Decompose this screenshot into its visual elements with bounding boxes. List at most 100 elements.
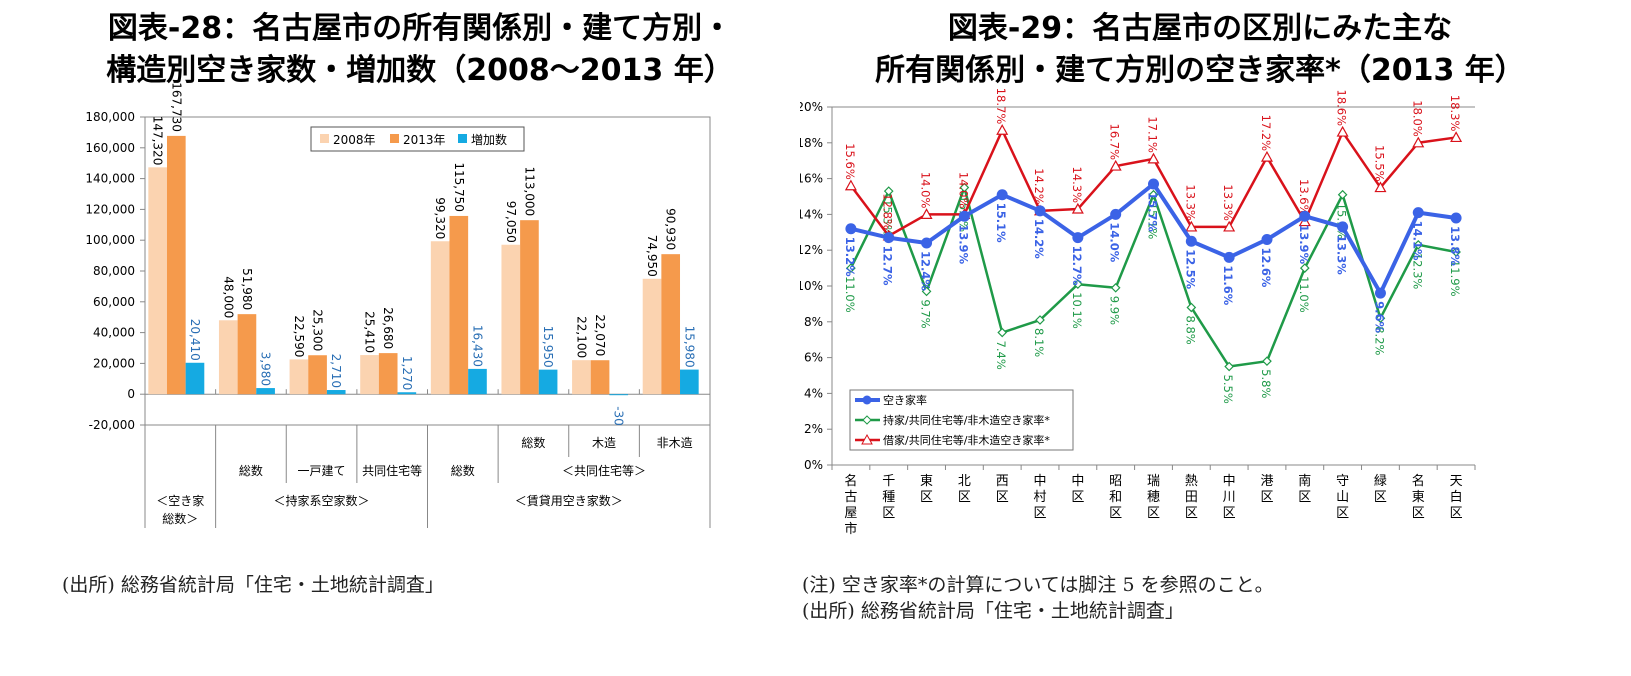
bar-2008年 bbox=[289, 359, 309, 395]
data-point bbox=[1413, 239, 1424, 250]
data-label: 9.7% bbox=[919, 299, 933, 328]
data-label: 9.6% bbox=[1372, 301, 1386, 333]
bar-増加数 bbox=[326, 390, 346, 395]
x-tick-label-char: 区 bbox=[996, 490, 1009, 505]
y-tick-label: 60,000 bbox=[93, 295, 135, 309]
data-point bbox=[1299, 263, 1310, 273]
data-label: 13.6% bbox=[1297, 179, 1311, 216]
legend-label: 持家/共同住宅等/非木造空き家率* bbox=[883, 413, 1050, 427]
figure29-note: (注) 空き家率*の計算については脚注 5 を参照のこと。 bbox=[802, 574, 1274, 596]
y-tick-label: 0 bbox=[127, 387, 135, 401]
data-label: 5.8% bbox=[1259, 369, 1273, 398]
y-tick-label: 6% bbox=[804, 351, 823, 365]
data-label: 167,730 bbox=[169, 82, 183, 132]
bar-増加数 bbox=[397, 392, 417, 395]
x-tick-label-char: 東 bbox=[920, 473, 933, 489]
x-tick-label-char: 和 bbox=[1109, 490, 1122, 505]
data-label: 13.8% bbox=[1448, 226, 1462, 266]
data-label: 7.4% bbox=[994, 341, 1008, 370]
data-label: 13.3% bbox=[1183, 184, 1197, 221]
bar-2013年 bbox=[590, 360, 610, 395]
x-tick-label-char: 区 bbox=[1450, 506, 1463, 521]
data-label: 18.6% bbox=[1335, 90, 1349, 127]
x-tick-label-char: 港 bbox=[1260, 474, 1273, 489]
data-label: 13.3% bbox=[1221, 184, 1235, 221]
x-tick-label-char: 天 bbox=[1450, 474, 1463, 489]
x-tick-label: 西区 bbox=[996, 474, 1009, 505]
data-point bbox=[1336, 125, 1349, 137]
bar-2008年 bbox=[430, 241, 450, 395]
data-label: 97,050 bbox=[504, 201, 518, 243]
data-label: 12.5% bbox=[1183, 249, 1197, 289]
legend-label: 借家/共同住宅等/非木造空き家率* bbox=[883, 433, 1050, 447]
category-label: 共同住宅等 bbox=[362, 463, 422, 478]
category-label: 総数 bbox=[521, 435, 545, 450]
legend-label: 2013年 bbox=[403, 133, 446, 147]
y-tick-label: 2% bbox=[804, 422, 823, 436]
data-point bbox=[1261, 233, 1273, 245]
data-point bbox=[1224, 361, 1234, 372]
y-tick-label: 100,000 bbox=[85, 233, 135, 247]
x-tick-label: 中区 bbox=[1071, 474, 1084, 505]
data-label: 15.5% bbox=[1372, 145, 1386, 182]
y-tick-label: 8% bbox=[804, 315, 823, 329]
data-label: 14.3% bbox=[1070, 166, 1084, 203]
category-label: 総数＞ bbox=[162, 511, 198, 526]
data-point bbox=[1073, 279, 1083, 290]
x-tick-label-char: 熱 bbox=[1185, 474, 1198, 489]
data-point bbox=[883, 186, 894, 196]
legend-label: 増加数 bbox=[471, 132, 507, 147]
data-label: 14.0% bbox=[919, 172, 933, 209]
data-label: 14.1% bbox=[1410, 221, 1424, 261]
y-tick-label: 40,000 bbox=[93, 326, 135, 340]
data-label: 12.6% bbox=[1259, 247, 1273, 287]
x-tick-label-char: 名 bbox=[1412, 473, 1425, 489]
data-label: 15.1% bbox=[994, 203, 1008, 243]
category-label: 一戸建て bbox=[298, 464, 346, 478]
x-tick-label: 天白区 bbox=[1450, 474, 1463, 521]
data-label: 3,980 bbox=[259, 352, 273, 386]
x-tick-label: 緑区 bbox=[1374, 474, 1387, 505]
legend-marker bbox=[862, 415, 872, 425]
x-tick-label: 東区 bbox=[920, 473, 933, 505]
data-point bbox=[1450, 212, 1462, 224]
data-label: 74,950 bbox=[645, 235, 659, 277]
data-label: 12.7% bbox=[881, 246, 895, 286]
legend-label: 2008年 bbox=[333, 133, 376, 147]
bar-2013年 bbox=[308, 355, 327, 395]
figure29-title: 図表-29：名古屋市の区別にみた主な 所有関係別・建て方別の空き家率*（2013… bbox=[800, 8, 1600, 92]
data-point bbox=[1148, 189, 1159, 200]
data-point bbox=[1450, 131, 1463, 143]
y-tick-label: 12% bbox=[800, 243, 823, 257]
bar-2008年 bbox=[360, 355, 379, 395]
data-point bbox=[845, 223, 857, 235]
data-point bbox=[1412, 207, 1424, 219]
bar-2013年 bbox=[237, 314, 257, 395]
y-tick-label: 16% bbox=[800, 172, 823, 186]
figure28-source-note: (出所) 総務省統計局「住宅・土地統計調査」 bbox=[62, 574, 444, 596]
bar-chart-vacant-houses: 180,000 160,000 140,000 120,000 100,000 80,00… bbox=[85, 82, 711, 528]
x-tick-label-char: 瑞 bbox=[1147, 474, 1160, 489]
bar-2013年 bbox=[166, 135, 186, 395]
data-point bbox=[1110, 208, 1122, 220]
x-tick-label-char: 区 bbox=[920, 490, 933, 505]
data-label: 14.0% bbox=[956, 172, 970, 209]
figure29-source-note: (出所) 総務省統計局「住宅・土地統計調査」 bbox=[802, 600, 1184, 622]
data-label: 115,750 bbox=[452, 162, 466, 212]
data-label: 12.7% bbox=[1070, 246, 1084, 286]
x-tick-label-char: 区 bbox=[1109, 506, 1122, 521]
data-point bbox=[1374, 287, 1386, 299]
bar-2008年 bbox=[501, 244, 521, 395]
data-label: 8.2% bbox=[1372, 326, 1386, 355]
category-label: 総数 bbox=[451, 463, 475, 478]
y-tick-label: -20,000 bbox=[89, 418, 135, 432]
y-tick-label: 180,000 bbox=[85, 110, 135, 124]
x-tick-label: 港区 bbox=[1260, 474, 1273, 505]
data-label: 51,980 bbox=[240, 268, 254, 310]
data-point bbox=[1148, 178, 1159, 190]
data-point bbox=[1035, 315, 1045, 325]
bar-増加数 bbox=[680, 369, 699, 395]
bar-2008年 bbox=[572, 360, 591, 395]
data-label: 11.0% bbox=[1297, 276, 1311, 313]
